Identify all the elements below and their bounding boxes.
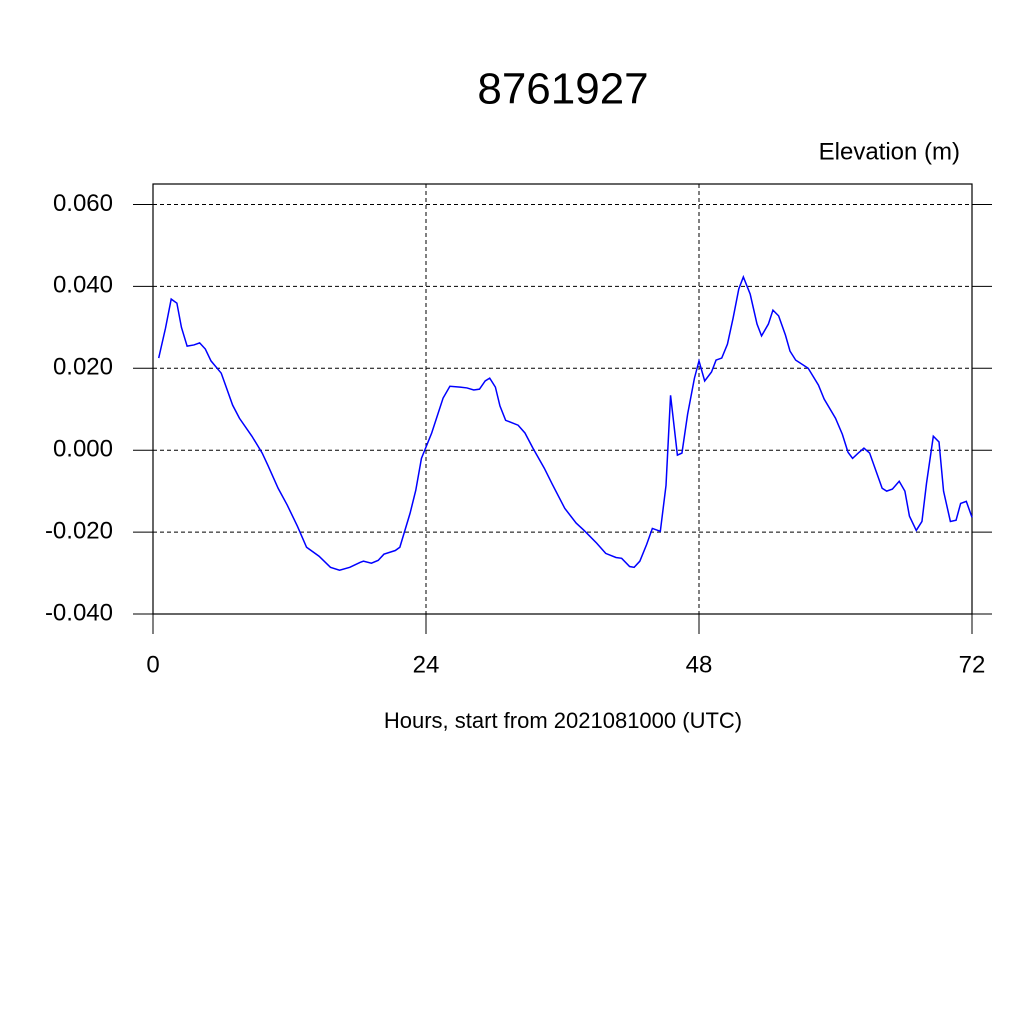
y-tick-label: -0.020 <box>45 517 113 544</box>
y-axis-label: Elevation (m) <box>819 138 960 165</box>
y-tick-label: -0.040 <box>45 599 113 626</box>
x-axis-label: Hours, start from 2021081000 (UTC) <box>384 708 742 733</box>
y-tick-label: 0.040 <box>53 272 113 299</box>
x-tick-label: 72 <box>959 651 986 678</box>
y-tick-label: 0.060 <box>53 190 113 217</box>
x-tick-label: 24 <box>413 651 440 678</box>
y-tick-label: 0.020 <box>53 354 113 381</box>
chart-title: 8761927 <box>477 65 648 114</box>
data-line <box>157 274 973 571</box>
x-tick-label: 0 <box>146 651 159 678</box>
plot-frame <box>152 183 973 615</box>
y-tick-label: 0.000 <box>53 436 113 463</box>
x-tick-label: 48 <box>686 651 713 678</box>
